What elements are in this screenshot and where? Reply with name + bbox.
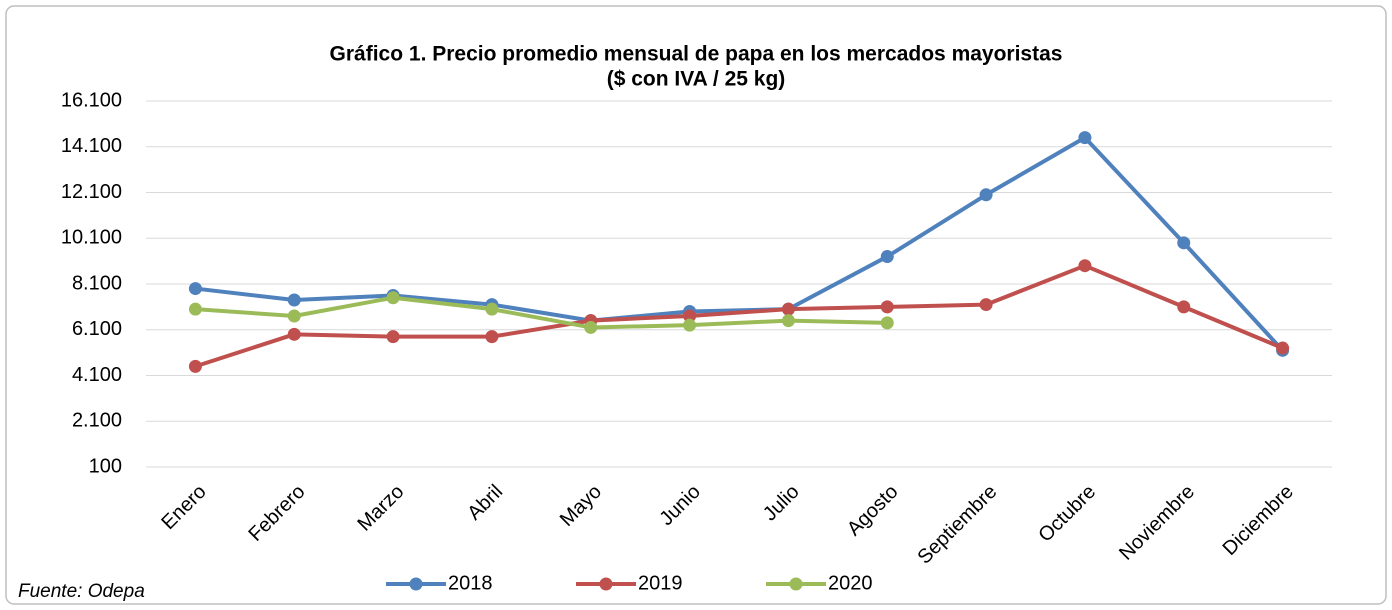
- series-line: [194, 263, 1284, 369]
- y-tick-label: 10.100: [61, 227, 122, 249]
- data-point: [287, 309, 301, 323]
- data-point: [683, 309, 697, 323]
- y-tick-label: 2.100: [72, 410, 122, 432]
- data-point: [287, 327, 301, 341]
- data-point: [781, 314, 795, 328]
- legend-label: 2020: [828, 572, 873, 594]
- data-point: [188, 302, 202, 316]
- data-point: [1276, 341, 1290, 355]
- data-point: [1177, 300, 1191, 314]
- data-point: [1078, 259, 1092, 273]
- y-tick-label: 12.100: [61, 181, 122, 203]
- data-point: [287, 293, 301, 307]
- legend-label: 2019: [638, 572, 683, 594]
- chart-border: [5, 5, 1387, 605]
- data-point: [485, 330, 499, 344]
- data-point: [386, 291, 400, 305]
- y-tick-label: 14.100: [61, 135, 122, 157]
- data-point: [1177, 236, 1191, 250]
- y-tick-label: 8.100: [72, 272, 122, 294]
- data-point: [979, 188, 993, 202]
- legend-marker: [599, 577, 613, 591]
- data-point: [880, 300, 894, 314]
- data-point: [1078, 131, 1092, 145]
- series-line: [195, 295, 888, 330]
- data-point: [880, 250, 894, 264]
- legend-label: 2018: [448, 572, 493, 594]
- legend-marker: [409, 577, 423, 591]
- data-point: [188, 359, 202, 373]
- data-point: [683, 318, 697, 332]
- chart-subtitle: ($ con IVA / 25 kg): [607, 68, 786, 91]
- source-note: Fuente: Odepa: [18, 581, 145, 602]
- data-point: [485, 302, 499, 316]
- y-tick-label: 6.100: [72, 318, 122, 340]
- y-tick-label: 4.100: [72, 364, 122, 386]
- data-point: [584, 320, 598, 334]
- y-tick-label: 16.100: [61, 89, 122, 111]
- data-point: [979, 298, 993, 312]
- chart-title: Gráfico 1. Precio promedio mensual de pa…: [330, 43, 1063, 66]
- legend-marker: [789, 577, 803, 591]
- series-line: [195, 135, 1285, 352]
- data-point: [880, 316, 894, 330]
- data-point: [386, 330, 400, 344]
- data-point: [781, 302, 795, 316]
- data-point: [188, 282, 202, 296]
- y-tick-label: 100: [89, 455, 122, 477]
